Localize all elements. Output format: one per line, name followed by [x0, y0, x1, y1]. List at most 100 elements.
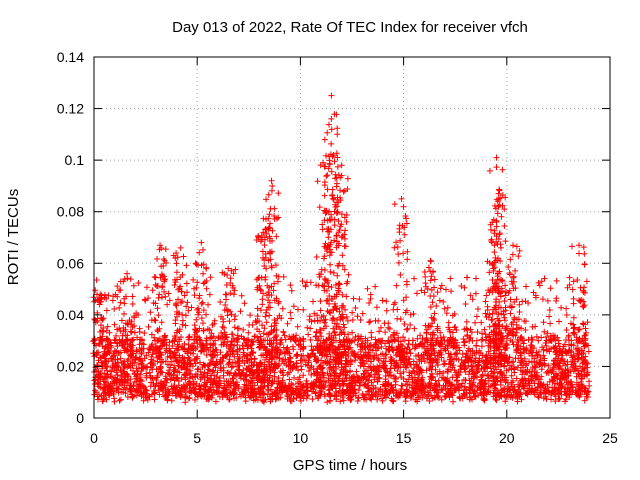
data-point	[134, 348, 141, 355]
data-point	[440, 333, 447, 340]
data-point	[260, 290, 267, 297]
data-point	[466, 386, 473, 393]
data-point	[181, 360, 188, 367]
data-point	[582, 353, 589, 360]
data-point	[283, 388, 290, 395]
data-point	[92, 317, 99, 324]
data-point	[502, 398, 509, 405]
data-point	[334, 131, 341, 138]
data-point	[329, 342, 336, 349]
data-point	[386, 325, 393, 332]
data-point	[324, 186, 331, 193]
data-point	[571, 330, 578, 337]
data-point	[196, 295, 203, 302]
data-point	[481, 397, 488, 404]
data-point	[118, 317, 125, 324]
data-point	[337, 223, 344, 230]
data-point	[284, 344, 291, 351]
data-point	[167, 348, 174, 355]
data-point	[461, 326, 468, 333]
data-point	[338, 211, 345, 218]
data-point	[313, 282, 320, 289]
data-point	[429, 363, 436, 370]
data-point	[127, 328, 134, 335]
data-point	[171, 377, 178, 384]
data-point	[366, 395, 373, 402]
data-point	[401, 320, 408, 327]
data-point	[343, 293, 350, 300]
data-point	[124, 320, 131, 327]
data-point	[501, 222, 508, 229]
data-point	[173, 260, 180, 267]
data-point	[191, 322, 198, 329]
data-point	[463, 318, 470, 325]
data-point	[478, 376, 485, 383]
data-point	[450, 362, 457, 369]
data-point	[549, 366, 556, 373]
data-point	[219, 323, 226, 330]
data-point	[186, 333, 193, 340]
data-point	[552, 355, 559, 362]
data-point	[448, 366, 455, 373]
data-point	[415, 376, 422, 383]
data-point	[355, 395, 362, 402]
data-point	[234, 332, 241, 339]
data-point	[270, 287, 277, 294]
data-point	[570, 278, 577, 285]
data-point	[278, 383, 285, 390]
data-point	[502, 194, 509, 201]
data-point	[156, 391, 163, 398]
data-point	[347, 396, 354, 403]
data-point	[452, 337, 459, 344]
data-point	[147, 372, 154, 379]
data-point	[225, 382, 232, 389]
data-point	[333, 324, 340, 331]
data-point	[225, 265, 232, 272]
data-point	[260, 374, 267, 381]
data-point	[489, 310, 496, 317]
data-point	[314, 178, 321, 185]
data-point	[221, 307, 228, 314]
data-point	[567, 368, 574, 375]
data-point	[472, 319, 479, 326]
data-point	[576, 242, 583, 249]
data-point	[339, 262, 346, 269]
data-point	[308, 362, 315, 369]
data-point	[287, 387, 294, 394]
data-point	[434, 382, 441, 389]
data-point	[324, 172, 331, 179]
data-point	[270, 337, 277, 344]
data-point	[371, 354, 378, 361]
data-point	[428, 314, 435, 321]
data-point	[271, 369, 278, 376]
data-point	[581, 384, 588, 391]
data-point	[133, 347, 140, 354]
data-point	[176, 388, 183, 395]
data-point	[265, 191, 272, 198]
data-point	[345, 352, 352, 359]
data-point	[580, 321, 587, 328]
data-point	[423, 334, 430, 341]
data-point	[339, 377, 346, 384]
data-point	[172, 255, 179, 262]
data-point	[102, 390, 109, 397]
data-point	[209, 391, 216, 398]
data-point	[568, 243, 575, 250]
data-point	[372, 384, 379, 391]
data-point	[227, 351, 234, 358]
data-point	[155, 337, 162, 344]
data-point	[219, 354, 226, 361]
data-point	[539, 344, 546, 351]
data-point	[186, 378, 193, 385]
data-point	[458, 357, 465, 364]
data-point	[434, 289, 441, 296]
data-point	[323, 353, 330, 360]
data-point	[151, 389, 158, 396]
data-point	[263, 309, 270, 316]
data-point	[172, 352, 179, 359]
data-point	[412, 352, 419, 359]
data-point	[255, 386, 262, 393]
data-point	[516, 308, 523, 315]
data-point	[584, 369, 591, 376]
data-point	[267, 220, 274, 227]
